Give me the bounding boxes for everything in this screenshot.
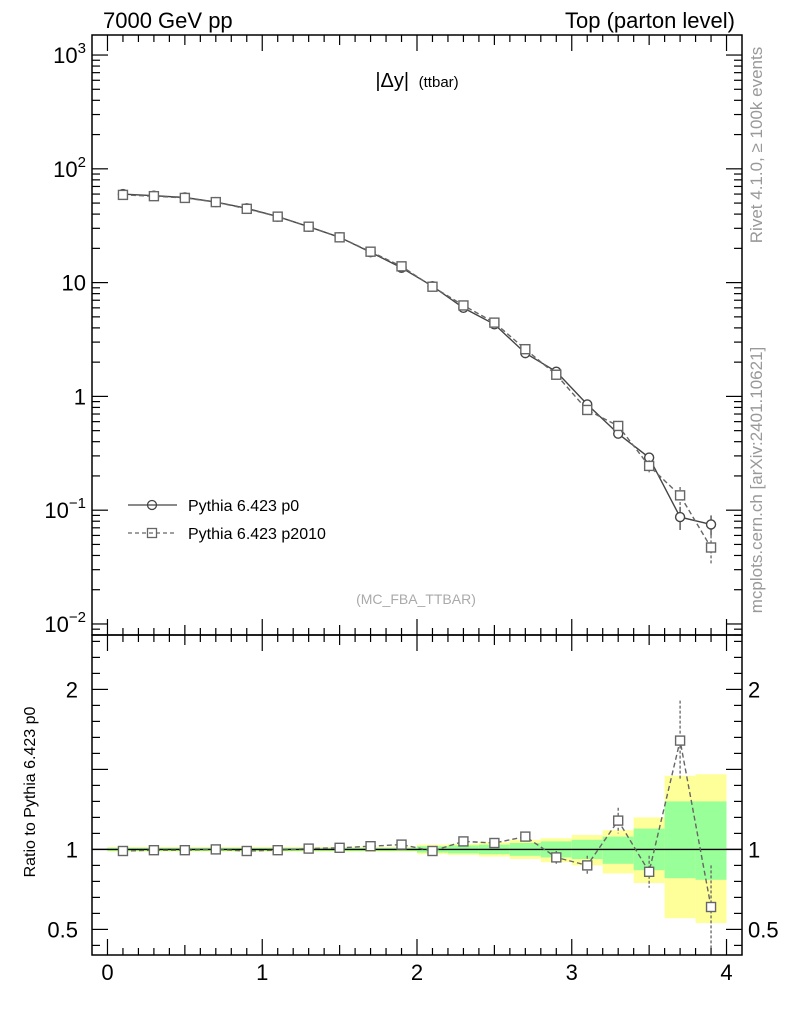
ratio-point-square: [551, 852, 562, 863]
band-green: [664, 801, 696, 879]
ratio-point-square: [520, 831, 531, 842]
ratio-point-square: [334, 842, 345, 853]
ratio-point-square: [179, 845, 191, 856]
ratio-point-square: [612, 815, 624, 826]
ratio-point-square: [241, 845, 252, 857]
main-ytick-label: 103: [53, 40, 86, 68]
ratio-ytick-label-left: 2: [66, 677, 78, 702]
ratio-point-square: [489, 837, 500, 849]
ratio-point-square: [210, 844, 222, 855]
data-point-square: [241, 203, 252, 215]
ratio-ytick-label-left: 1: [66, 837, 78, 862]
legend-label-p0: Pythia 6.423 p0: [188, 498, 299, 515]
legend-marker-circle: [146, 499, 158, 511]
ratio-ytick-label-right: 2: [748, 677, 760, 702]
ratio-ytick-label-right: 0.5: [748, 917, 779, 942]
xtick-label: 3: [566, 960, 578, 985]
legend-item-p0: Pythia 6.423 p0: [128, 498, 299, 515]
main-panel: 10−2 10−1 1 10 102 103 |Δy| (ttbar) (MC_FBA_T…: [44, 34, 743, 637]
header-left: 7000 GeV pp: [103, 8, 233, 33]
legend: Pythia 6.423 p0 Pythia 6.423 p2010: [128, 498, 326, 543]
data-point-square: [179, 192, 191, 204]
data-point-square: [272, 211, 283, 222]
main-series-layer: [117, 188, 717, 564]
data-point-circle: [705, 519, 717, 530]
data-point-square: [396, 261, 407, 272]
ratio-bands: [92, 774, 742, 923]
ratio-axes: 0.5 0.5 1 1 2 2 0 1 2 3 4: [47, 634, 779, 985]
main-ytick-label: 102: [53, 154, 86, 182]
ratio-point-square: [458, 836, 469, 847]
xtick-label: 2: [411, 960, 423, 985]
watermark: (MC_FBA_TTBAR): [356, 591, 476, 607]
data-point-circle: [674, 511, 686, 523]
ratio-ytick-label-right: 1: [748, 837, 760, 862]
main-title: |Δy| (ttbar): [375, 70, 458, 92]
series-line-p2010: [122, 194, 712, 548]
data-point-square: [303, 221, 314, 232]
legend-marker-square: [146, 527, 158, 539]
ratio-point-square: [272, 845, 283, 856]
main-ytick-label: 10−2: [44, 609, 86, 637]
ratio-frame: [91, 634, 743, 956]
ratio-point-square: [117, 845, 129, 857]
legend-label-p2010: Pythia 6.423 p2010: [188, 526, 326, 543]
ratio-point-square: [705, 901, 717, 913]
ratio-point-square: [396, 839, 407, 850]
xtick-label: 0: [101, 960, 113, 985]
data-point-square: [643, 460, 655, 472]
header-right: Top (parton level): [565, 8, 735, 33]
xtick-label: 1: [256, 960, 268, 985]
mcplots-label: mcplots.cern.ch [arXiv:2401.10621]: [747, 347, 766, 613]
ratio-point-square: [643, 866, 655, 877]
main-ytick-label: 10−1: [44, 495, 86, 523]
series-line-p0: [122, 193, 712, 526]
ratio-panel: 0.5 0.5 1 1 2 2 0 1 2 3 4: [47, 634, 779, 985]
ratio-point-square: [674, 735, 686, 746]
main-axes: 10−2 10−1 1 10 102 103: [44, 34, 743, 637]
data-point-square: [210, 196, 222, 208]
data-point-square: [674, 490, 686, 501]
ratio-point-square: [303, 843, 314, 854]
data-point-square: [427, 281, 438, 292]
main-title-var: |Δy|: [375, 70, 409, 92]
data-point-square: [458, 300, 469, 311]
data-point-square: [365, 246, 376, 257]
main-ytick-label: 1: [74, 384, 86, 409]
ratio-ylabel: Ratio to Pythia 6.423 p0: [22, 707, 39, 878]
ratio-point-square: [148, 845, 160, 856]
ratio-point-square: [582, 860, 593, 871]
main-ytick-label: 10: [62, 271, 86, 296]
ratio-series-layer: [117, 700, 717, 949]
data-point-square: [520, 343, 531, 355]
xtick-label: 4: [720, 960, 732, 985]
data-point-square: [551, 369, 562, 380]
main-title-sub: (ttbar): [419, 74, 459, 91]
ratio-point-square: [365, 841, 376, 852]
data-point-square: [148, 190, 160, 202]
ratio-ytick-label-left: 0.5: [47, 917, 78, 942]
ratio-point-square: [427, 845, 438, 857]
main-frame: [91, 34, 743, 636]
data-point-square: [612, 420, 624, 432]
data-point-square: [582, 404, 593, 416]
legend-item-p2010: Pythia 6.423 p2010: [128, 526, 326, 543]
data-point-square: [489, 317, 500, 328]
data-point-square: [334, 232, 345, 243]
rivet-label: Rivet 4.1.0, ≥ 100k events: [747, 47, 766, 243]
data-point-square: [705, 542, 717, 553]
data-point-square: [117, 189, 129, 201]
band-green: [602, 836, 634, 864]
